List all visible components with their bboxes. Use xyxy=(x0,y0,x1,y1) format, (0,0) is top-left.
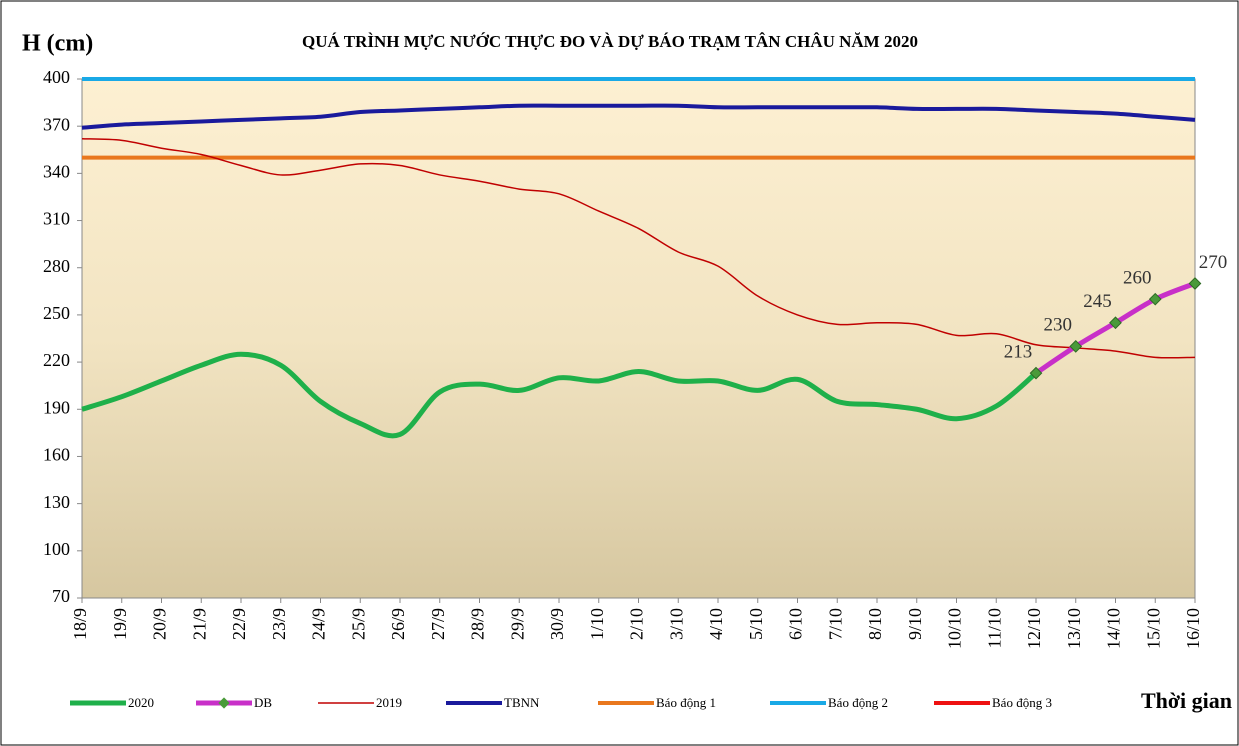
y-tick-label: 250 xyxy=(43,303,70,323)
legend-label: 2019 xyxy=(376,695,402,710)
data-label: 260 xyxy=(1123,268,1152,289)
x-tick-label: 16/10 xyxy=(1183,608,1203,649)
y-tick-label: 190 xyxy=(43,397,70,417)
x-tick-label: 12/10 xyxy=(1024,608,1044,649)
x-tick-label: 1/10 xyxy=(587,608,607,640)
legend-marker xyxy=(218,697,230,709)
plot-area xyxy=(81,78,1196,599)
x-tick-label: 18/9 xyxy=(70,608,90,640)
series-line xyxy=(81,138,1196,359)
x-tick-label: 21/9 xyxy=(189,608,209,640)
marker xyxy=(1029,366,1043,380)
x-tick-label: 26/9 xyxy=(388,608,408,640)
legend-label: TBNN xyxy=(504,695,540,710)
marker xyxy=(1109,316,1122,330)
data-label: 230 xyxy=(1044,315,1073,336)
data-label: 270 xyxy=(1199,252,1228,273)
data-label: 245 xyxy=(1083,291,1112,312)
marker xyxy=(1069,339,1083,353)
y-tick-label: 220 xyxy=(43,350,70,370)
y-tick-label: 310 xyxy=(43,209,70,229)
y-tick-label: 160 xyxy=(43,445,70,465)
x-tick-label: 5/10 xyxy=(746,608,766,640)
y-tick-label: 370 xyxy=(43,114,70,134)
x-tick-label: 24/9 xyxy=(309,608,329,640)
x-tick-label: 13/10 xyxy=(1064,608,1084,649)
y-tick-label: 100 xyxy=(43,539,70,559)
x-tick-label: 27/9 xyxy=(428,608,448,640)
x-tick-label: 22/9 xyxy=(229,608,249,640)
marker xyxy=(1148,292,1162,306)
legend-label: Báo động 2 xyxy=(828,695,888,710)
x-tick-label: 28/9 xyxy=(468,608,488,640)
x-tick-label: 2/10 xyxy=(627,608,647,640)
y-axis-title: H (cm) xyxy=(22,31,93,57)
x-tick-label: 19/9 xyxy=(110,608,130,640)
x-tick-label: 10/10 xyxy=(945,608,965,649)
y-tick-label: 130 xyxy=(43,492,70,512)
series-line xyxy=(81,103,1196,130)
x-tick-label: 25/9 xyxy=(348,608,368,640)
y-tick-label: 340 xyxy=(43,161,70,181)
series-line xyxy=(81,351,1038,439)
x-tick-label: 4/10 xyxy=(706,608,726,640)
legend-label: Báo động 3 xyxy=(992,695,1052,710)
x-tick-label: 29/9 xyxy=(507,608,527,640)
marker xyxy=(1188,277,1202,290)
x-tick-label: 15/10 xyxy=(1143,608,1163,649)
legend-label: 2020 xyxy=(128,695,154,710)
y-tick-label: 70 xyxy=(52,586,70,606)
chart-title: QUÁ TRÌNH MỰC NƯỚC THỰC ĐO VÀ DỰ BÁO TRẠ… xyxy=(302,32,918,51)
x-tick-label: 23/9 xyxy=(269,608,289,640)
x-axis-title: Thời gian xyxy=(1141,688,1232,713)
x-tick-label: 14/10 xyxy=(1104,608,1124,649)
legend-label: DB xyxy=(254,695,272,710)
x-tick-label: 8/10 xyxy=(865,608,885,640)
x-tick-label: 6/10 xyxy=(786,608,806,640)
x-tick-label: 9/10 xyxy=(905,608,925,640)
legend-label: Báo động 1 xyxy=(656,695,716,710)
x-tick-label: 7/10 xyxy=(825,608,845,640)
x-tick-label: 3/10 xyxy=(666,608,686,640)
x-tick-label: 11/10 xyxy=(984,608,1004,648)
x-tick-label: 30/9 xyxy=(547,608,567,640)
x-tick-label: 20/9 xyxy=(150,608,170,640)
data-label: 213 xyxy=(1004,341,1033,362)
y-tick-label: 400 xyxy=(43,67,70,87)
y-tick-label: 280 xyxy=(43,256,70,276)
